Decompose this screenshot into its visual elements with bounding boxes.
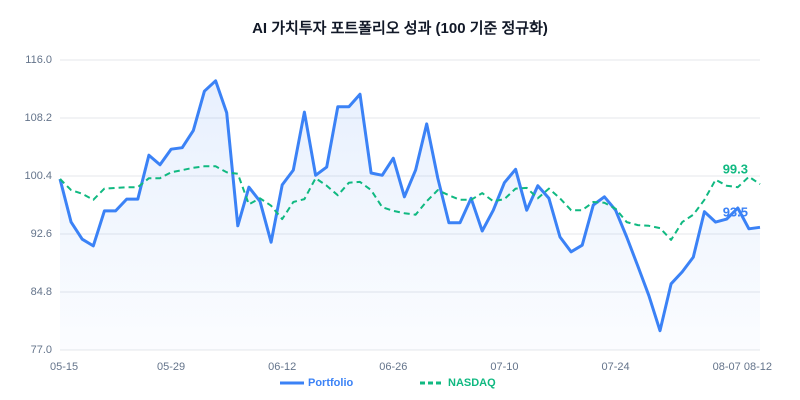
x-tick-label: 05-15: [50, 361, 78, 373]
y-tick-label: 100.4: [24, 170, 52, 182]
end-value-label: 93.5: [723, 205, 748, 220]
series-line: [58, 79, 761, 333]
y-tick-label: 77.0: [31, 344, 52, 356]
x-tick-label: 06-12: [268, 361, 296, 373]
x-tick-label: 07-10: [490, 361, 518, 373]
series-line: [59, 165, 761, 241]
x-tick-label: 08-12: [744, 361, 772, 373]
end-value-label: 99.3: [723, 162, 748, 177]
legend-label: NASDAQ: [448, 377, 496, 389]
y-tick-label: 84.8: [31, 286, 52, 298]
y-tick-label: 92.6: [31, 228, 52, 240]
chart-title: AI 가치투자 포트폴리오 성과 (100 기준 정규화): [252, 19, 548, 37]
x-tick-label: 07-24: [601, 361, 629, 373]
x-tick-label: 08-07: [713, 361, 741, 373]
legend-label: Portfolio: [308, 377, 353, 389]
y-tick-label: 116.0: [25, 54, 52, 66]
area: [60, 80, 760, 351]
y-tick-label: 108.2: [24, 112, 52, 124]
x-tick-label: 05-29: [157, 361, 185, 373]
x-tick-label: 06-26: [379, 361, 407, 373]
